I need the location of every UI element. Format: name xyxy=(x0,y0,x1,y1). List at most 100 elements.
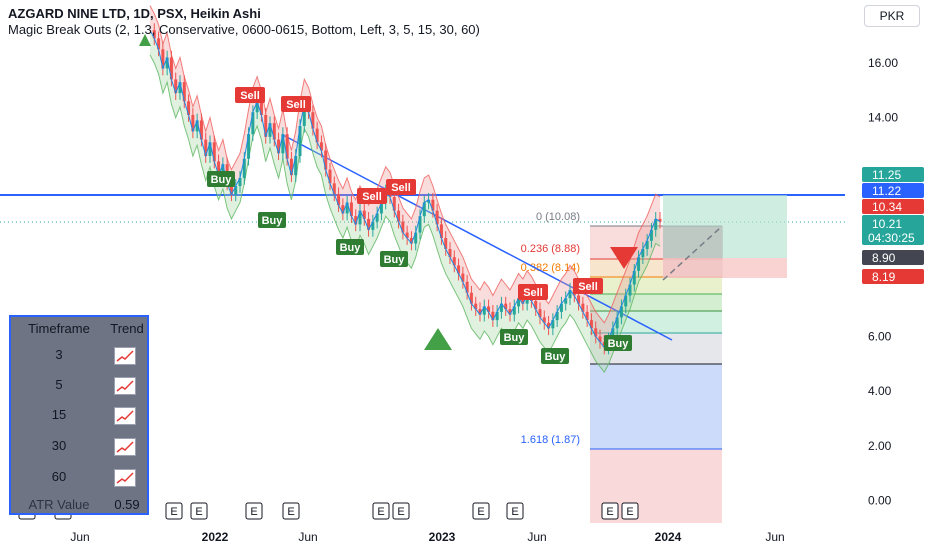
candle-body xyxy=(242,158,246,178)
band-fill-green xyxy=(150,30,660,373)
candle-body xyxy=(619,306,623,318)
y-tick-label: 4.00 xyxy=(868,384,892,398)
signal-triangle-down[interactable] xyxy=(610,247,638,269)
candle-body xyxy=(285,134,289,159)
buy-signal[interactable] xyxy=(336,239,364,255)
earnings-marker-label: E xyxy=(606,506,613,518)
buy-signal[interactable] xyxy=(604,335,632,351)
buy-signal[interactable] xyxy=(500,329,528,345)
earnings-marker-label: E xyxy=(377,506,384,518)
uptrend-icon xyxy=(114,469,136,487)
sell-signal[interactable] xyxy=(386,179,416,195)
sell-signal[interactable] xyxy=(281,96,311,112)
trend-table: Timeframe Trend 3 5 15 30 60 ATR Value 0… xyxy=(9,315,149,515)
buy-signal[interactable] xyxy=(258,212,286,228)
time-axis[interactable]: Jun 2022 Jun 2023 Jun 2024 Jun xyxy=(70,530,784,544)
currency-button[interactable]: PKR xyxy=(864,5,920,27)
earnings-marker[interactable] xyxy=(190,502,208,520)
earnings-marker[interactable] xyxy=(245,502,263,520)
candle-body xyxy=(405,232,409,239)
candle-body xyxy=(191,114,195,132)
earnings-marker[interactable] xyxy=(165,502,183,520)
candle-body xyxy=(628,284,632,296)
sell-signal[interactable] xyxy=(573,278,603,294)
candle-body xyxy=(289,158,293,176)
candle-body xyxy=(178,82,182,94)
signal-label: Sell xyxy=(391,182,411,194)
signal-label: Buy xyxy=(211,174,233,186)
sell-signal[interactable] xyxy=(357,188,387,204)
signal-triangle-up-1[interactable] xyxy=(139,34,151,46)
candle-body xyxy=(362,210,366,219)
candle-body xyxy=(152,30,156,39)
earnings-marker[interactable] xyxy=(506,502,524,520)
earnings-marker[interactable] xyxy=(472,502,490,520)
candle-body xyxy=(581,303,585,312)
candle-body xyxy=(337,194,341,206)
candle-body xyxy=(234,186,238,195)
sell-signal[interactable] xyxy=(235,87,265,103)
buy-signal[interactable] xyxy=(380,251,408,267)
candle-body xyxy=(512,306,516,315)
price-tag-1122: 11.22 xyxy=(872,184,901,198)
candle-body xyxy=(564,298,568,304)
candle-body xyxy=(448,248,452,258)
buy-signal[interactable] xyxy=(541,348,569,364)
indicator-legend[interactable]: Magic Break Outs (2, 1.3, Conservative, … xyxy=(8,22,480,37)
trend-row: 30 xyxy=(11,438,147,466)
earnings-marker[interactable] xyxy=(372,502,390,520)
long-projection-line xyxy=(662,227,721,281)
fib-label-0382: 0.382 (8.14) xyxy=(521,262,580,274)
chart-title[interactable]: AZGARD NINE LTD, 1D, PSX, Heikin Ashi xyxy=(8,6,261,21)
signal-label: Buy xyxy=(608,338,630,350)
candle-body xyxy=(457,265,461,274)
candle-body xyxy=(332,183,336,195)
candle-body xyxy=(319,142,323,151)
candle-body xyxy=(349,202,353,217)
candle-body xyxy=(637,257,641,271)
candle-body xyxy=(482,306,486,315)
signal-triangle-up-2[interactable] xyxy=(424,328,452,350)
long-profit-zone xyxy=(663,195,787,258)
candle-body xyxy=(247,134,251,159)
long-position-tool[interactable] xyxy=(662,195,787,281)
downtrend-line[interactable] xyxy=(282,134,673,341)
earnings-marker[interactable] xyxy=(282,502,300,520)
candle-body xyxy=(264,114,268,137)
candle-body xyxy=(474,303,478,310)
price-axis[interactable]: 0.00 2.00 4.00 6.00 14.00 16.00 xyxy=(868,56,898,508)
candle-body xyxy=(251,112,255,135)
candle-body xyxy=(354,216,358,225)
candle-body xyxy=(585,311,589,321)
fib-zone-7 xyxy=(590,364,722,449)
buy-signal[interactable] xyxy=(207,171,235,187)
earnings-marker[interactable] xyxy=(621,502,639,520)
candle-body xyxy=(199,120,203,140)
earnings-marker-label: E xyxy=(626,506,633,518)
price-tag-1125: 11.25 xyxy=(872,168,901,182)
x-tick-label: Jun xyxy=(70,530,89,544)
candle-body xyxy=(534,300,538,310)
candle-body xyxy=(559,303,563,312)
candle-body xyxy=(452,257,456,266)
candle-body xyxy=(649,229,653,241)
fib-zone-3 xyxy=(590,277,722,294)
candle-body xyxy=(281,134,285,154)
earnings-marker[interactable] xyxy=(601,502,619,520)
candle-body xyxy=(328,169,332,184)
earnings-marker[interactable] xyxy=(392,502,410,520)
earnings-marker-label: E xyxy=(477,506,484,518)
earnings-marker-label: E xyxy=(397,506,404,518)
candle-body xyxy=(594,328,598,337)
candle-body xyxy=(229,183,233,195)
candle-body xyxy=(538,309,542,318)
x-tick-label: 2022 xyxy=(202,530,229,544)
candle-body xyxy=(461,273,465,282)
sell-signal[interactable] xyxy=(518,284,548,300)
signal-label: Buy xyxy=(340,242,362,254)
candle-body xyxy=(611,328,615,340)
earnings-marker-label: E xyxy=(170,506,177,518)
fib-zone-4 xyxy=(590,294,722,311)
